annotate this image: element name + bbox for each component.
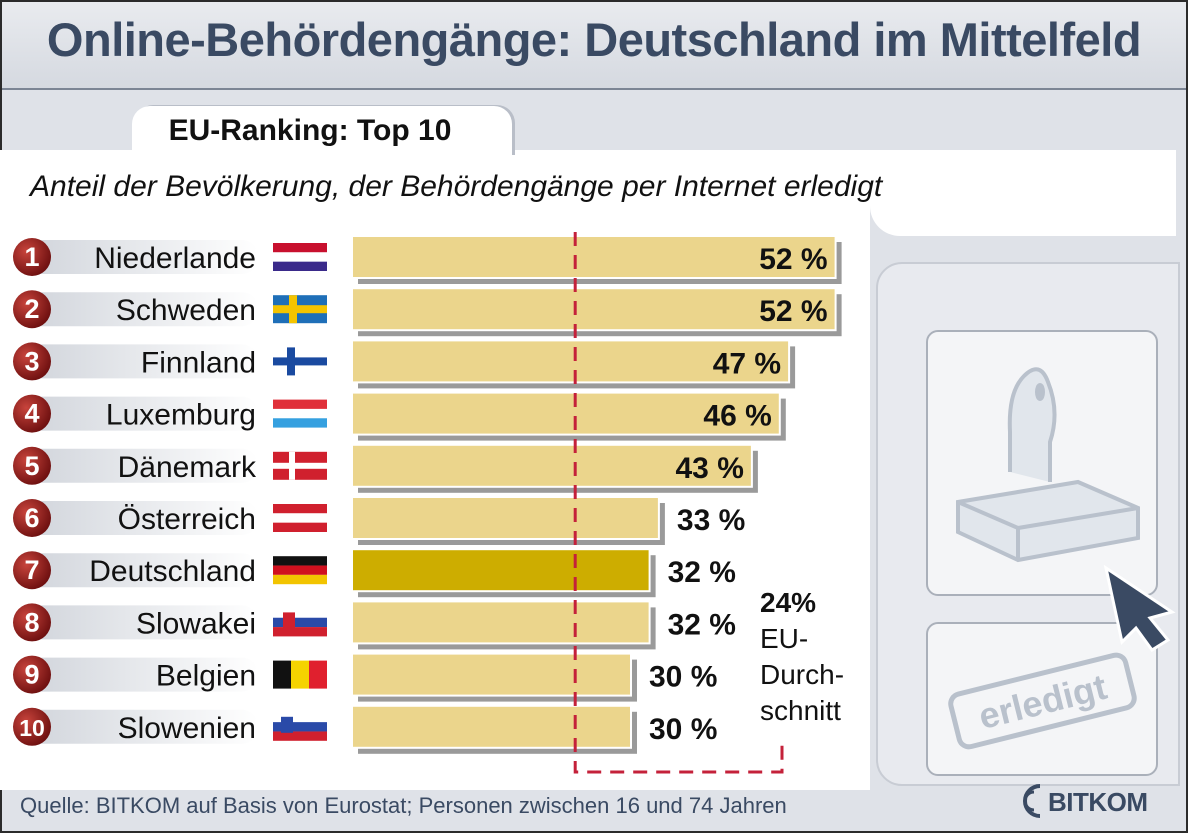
rank-badge bbox=[13, 551, 51, 590]
title-bar: Online-Behördengänge: Deutschland im Mit… bbox=[2, 2, 1186, 90]
flag-sk-icon bbox=[273, 608, 327, 637]
flag-si-icon bbox=[273, 712, 327, 741]
country-label: Dänemark bbox=[118, 451, 257, 484]
value-label: 32 % bbox=[668, 556, 736, 589]
country-label: Deutschland bbox=[89, 555, 256, 588]
eu-average-label: 24% bbox=[760, 587, 816, 618]
rank-number: 6 bbox=[24, 503, 39, 533]
row-shade bbox=[18, 344, 258, 379]
eu-average-label: Durch- bbox=[760, 659, 844, 690]
rank-badge bbox=[13, 238, 51, 276]
country-label: Schweden bbox=[116, 294, 256, 327]
bar bbox=[351, 443, 753, 488]
flag-fi-icon bbox=[273, 347, 327, 376]
value-label: 46 % bbox=[703, 400, 771, 433]
chart-subtitle: Anteil der Bevölkerung, der Behördengäng… bbox=[30, 170, 883, 203]
flag-dk-icon bbox=[273, 451, 327, 480]
stamp-imprint: erledigt bbox=[948, 652, 1137, 750]
panel-top-right bbox=[870, 150, 1176, 236]
bar bbox=[351, 339, 791, 384]
country-label: Finnland bbox=[141, 346, 256, 379]
row-shade bbox=[18, 292, 258, 327]
value-label: 30 % bbox=[649, 661, 717, 694]
value-label: 32 % bbox=[668, 608, 736, 641]
cursor-icon bbox=[1103, 564, 1176, 653]
rank-number: 10 bbox=[19, 715, 45, 741]
rank-number: 4 bbox=[24, 399, 39, 429]
flag-nl-icon bbox=[273, 243, 327, 271]
rank-number: 7 bbox=[24, 555, 39, 585]
country-label: Luxemburg bbox=[106, 399, 256, 432]
bar bbox=[351, 496, 660, 540]
row-shade bbox=[18, 501, 258, 535]
flag-se-icon bbox=[273, 295, 327, 324]
bar bbox=[351, 235, 837, 279]
bar bbox=[351, 652, 632, 697]
rank-badge bbox=[13, 603, 51, 642]
rank-number: 2 bbox=[24, 294, 39, 324]
bar bbox=[351, 600, 651, 645]
bar bbox=[351, 548, 651, 593]
eu-average-line bbox=[573, 232, 784, 774]
stamp-imprint-card: erledigt bbox=[926, 622, 1158, 776]
row-shade bbox=[18, 657, 258, 692]
rank-badge bbox=[13, 655, 51, 694]
value-label: 47 % bbox=[713, 347, 781, 380]
stamp-card bbox=[926, 330, 1158, 596]
rank-number: 3 bbox=[24, 346, 39, 376]
rank-number: 9 bbox=[24, 660, 39, 690]
country-label: Slowakei bbox=[136, 607, 256, 640]
row-shade bbox=[18, 448, 258, 483]
value-label: 43 % bbox=[676, 452, 744, 485]
country-label: Österreich bbox=[118, 503, 256, 536]
rank-badge bbox=[13, 290, 51, 329]
rank-number: 8 bbox=[24, 607, 39, 637]
rank-number: 5 bbox=[24, 451, 39, 481]
country-label: Belgien bbox=[156, 660, 256, 693]
rank-badge bbox=[13, 446, 51, 485]
stamp-icon bbox=[956, 367, 1140, 563]
value-label: 52 % bbox=[759, 243, 827, 276]
rank-badge bbox=[13, 499, 51, 537]
rank-badge bbox=[13, 707, 51, 746]
rank-badge bbox=[13, 394, 51, 433]
flag-at-icon bbox=[273, 504, 327, 532]
value-label: 33 % bbox=[677, 504, 745, 537]
flag-be-icon bbox=[273, 660, 327, 689]
flag-de-icon bbox=[273, 556, 327, 585]
row-shade bbox=[18, 396, 258, 431]
value-label: 30 % bbox=[649, 713, 717, 746]
tab-label: EU-Ranking: Top 10 bbox=[168, 114, 452, 147]
source-note: Quelle: BITKOM auf Basis von Eurostat; P… bbox=[20, 793, 787, 818]
bar bbox=[351, 391, 781, 436]
bar bbox=[351, 704, 632, 749]
row-shade bbox=[18, 240, 258, 274]
flag-lu-icon bbox=[273, 399, 327, 428]
bar bbox=[351, 287, 837, 332]
country-label: Slowenien bbox=[118, 712, 256, 745]
page-title: Online-Behördengänge: Deutschland im Mit… bbox=[46, 13, 1142, 66]
rank-badge bbox=[13, 342, 51, 381]
eu-average-label: EU- bbox=[760, 623, 808, 654]
value-label: 52 % bbox=[759, 295, 827, 328]
bitkom-logo-text: BITKOM bbox=[1048, 787, 1148, 817]
rank-number: 1 bbox=[24, 242, 39, 272]
eu-average-label: schnitt bbox=[760, 695, 841, 726]
country-label: Niederlande bbox=[94, 242, 256, 275]
row-shade bbox=[18, 553, 258, 588]
row-shade bbox=[18, 605, 258, 640]
bitkom-logo-icon bbox=[1023, 784, 1041, 818]
ranking-tab: EU-Ranking: Top 10 bbox=[132, 106, 512, 156]
row-shade bbox=[18, 709, 258, 744]
